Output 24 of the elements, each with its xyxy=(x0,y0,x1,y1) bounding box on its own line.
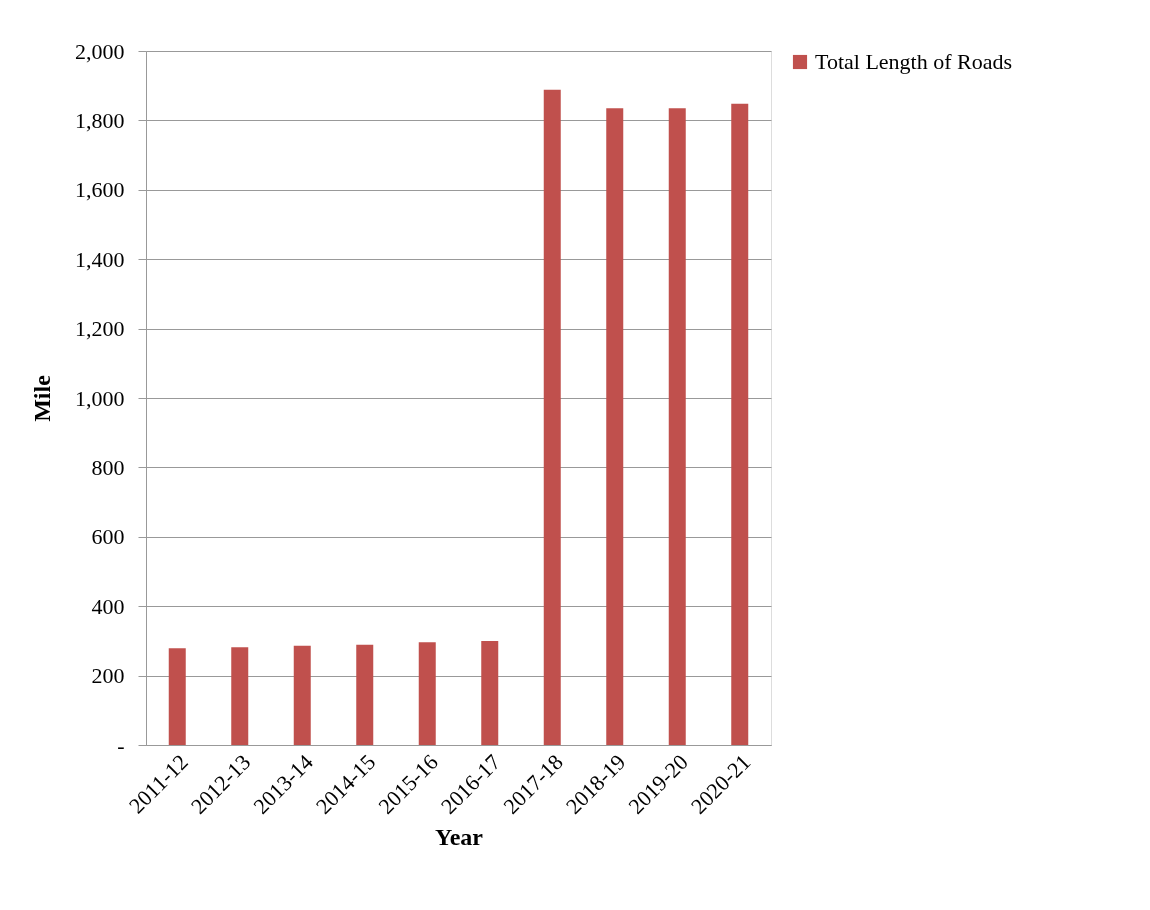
bar xyxy=(481,640,499,745)
bar xyxy=(543,89,561,745)
y-tick-label: 2,000 xyxy=(75,38,125,64)
y-tick-label: 600 xyxy=(91,524,125,550)
bar xyxy=(668,108,686,745)
y-tick-label: 800 xyxy=(91,454,125,480)
bar xyxy=(231,647,249,745)
y-tick-label: 1,200 xyxy=(75,316,125,342)
y-tick-label: 200 xyxy=(91,663,125,689)
y-tick-label: 400 xyxy=(91,593,125,619)
x-axis-title: Year xyxy=(435,824,484,851)
bar xyxy=(418,642,436,745)
legend-label: Total Length of Roads xyxy=(815,49,1013,74)
bar xyxy=(356,644,374,745)
y-tick-label: 1,600 xyxy=(75,177,125,203)
bar xyxy=(606,108,624,745)
bar xyxy=(293,645,311,745)
y-tick-label: 1,800 xyxy=(75,107,125,133)
y-tick-label: 1,000 xyxy=(75,385,125,411)
y-axis-title: Mile xyxy=(29,374,55,422)
y-tick-label: - xyxy=(117,732,125,758)
bar xyxy=(731,103,749,745)
y-tick-label: 1,400 xyxy=(75,246,125,272)
bar xyxy=(168,648,186,745)
